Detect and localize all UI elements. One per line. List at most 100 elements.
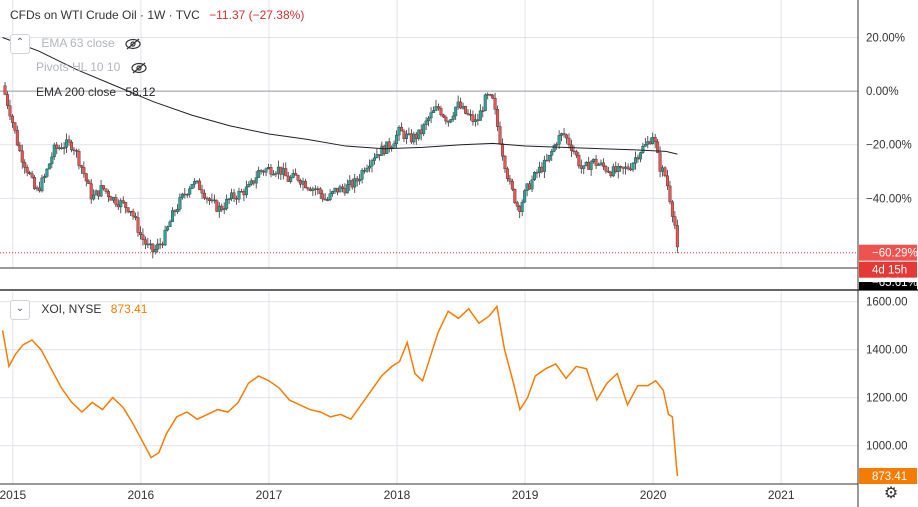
candle-body <box>338 186 342 193</box>
candle-body <box>116 204 120 208</box>
x-tick-label: 2017 <box>256 488 283 502</box>
candle-body <box>409 133 413 143</box>
collapse-legend-button[interactable]: ⌃ <box>10 34 30 54</box>
candle-body <box>500 143 504 157</box>
candle-body <box>542 159 546 172</box>
candle-body <box>434 106 438 111</box>
collapse-lower-legend-button[interactable]: ⌄ <box>10 300 30 320</box>
candle-body <box>565 134 569 139</box>
lower-legend-label: XOI, NYSE <box>41 302 102 317</box>
candle-body <box>244 186 248 196</box>
indicator-label: Pivots HL 10 10 <box>36 60 121 74</box>
candle-body <box>594 158 598 166</box>
candle-body <box>547 155 551 161</box>
candle-body <box>313 188 317 190</box>
candle-body <box>368 165 372 169</box>
candle-body <box>675 225 679 248</box>
candle-body <box>604 166 608 172</box>
candle-body <box>611 166 615 177</box>
candle-body <box>631 162 635 170</box>
indicator-pivots[interactable]: Pivots HL 10 10 <box>36 60 148 74</box>
candle-body <box>23 162 27 168</box>
y-tick-label: −40.00% <box>866 193 912 205</box>
candle-body <box>601 162 605 167</box>
candle-body <box>658 152 662 172</box>
candle-body <box>279 166 283 175</box>
candle-body <box>25 167 29 173</box>
candle-body <box>626 166 630 170</box>
candle-body <box>350 180 354 188</box>
upper-last-badge: −60.29% <box>872 248 918 260</box>
candle-body <box>151 243 155 253</box>
candle-body <box>407 133 411 135</box>
y-tick-label: −20.00% <box>866 140 912 152</box>
candle-body <box>498 126 502 145</box>
candle-body <box>340 186 344 189</box>
candle-body <box>121 200 125 203</box>
candle-body <box>488 94 492 96</box>
candle-body <box>515 202 519 207</box>
indicator-ema63[interactable]: ⌃ EMA 63 close <box>10 34 142 54</box>
candle-body <box>185 194 189 196</box>
candle-body <box>94 190 98 196</box>
candle-body <box>124 202 128 208</box>
candle-body <box>42 176 46 179</box>
candle-body <box>215 200 219 212</box>
candle-body <box>533 172 537 180</box>
candle-body <box>449 119 453 123</box>
upper-countdown-badge: 4d 15h <box>872 265 907 277</box>
indicator-ema200[interactable]: EMA 200 close 58.12 <box>36 85 155 99</box>
candle-body <box>235 198 239 200</box>
candle-body <box>545 159 549 162</box>
candle-body <box>365 167 369 172</box>
candle-body <box>456 101 460 108</box>
hidden-eye-icon[interactable] <box>124 38 142 50</box>
candle-body <box>343 188 347 194</box>
candle-body <box>99 185 103 197</box>
candle-body <box>392 143 396 148</box>
symbol-change: −11.37 (−27.38%) <box>209 8 305 22</box>
candle-body <box>269 167 273 175</box>
oil-candles <box>3 82 679 259</box>
candle-body <box>289 177 293 182</box>
candle-body <box>535 172 539 174</box>
candle-body <box>656 141 660 153</box>
candle-body <box>200 189 204 194</box>
candle-body <box>557 135 561 145</box>
candle-body <box>513 189 517 203</box>
candle-body <box>412 133 416 143</box>
candle-body <box>47 163 51 170</box>
candle-body <box>567 137 571 146</box>
candle-body <box>629 168 633 171</box>
lower-legend[interactable]: ⌄ XOI, NYSE 873.41 <box>10 300 147 320</box>
candle-body <box>38 187 42 192</box>
candle-body <box>555 143 559 146</box>
indicator-value: 58.12 <box>125 85 156 99</box>
candle-body <box>87 180 91 184</box>
upper-cut-badge-bg <box>859 282 917 290</box>
hidden-eye-icon[interactable] <box>130 62 148 74</box>
candle-body <box>505 168 509 179</box>
candle-body <box>624 166 628 169</box>
candle-body <box>525 183 529 191</box>
candle-body <box>156 243 160 250</box>
candle-body <box>520 201 524 212</box>
candle-body <box>222 208 226 211</box>
candle-body <box>587 161 591 170</box>
candle-body <box>299 180 303 185</box>
candle-body <box>131 210 135 217</box>
indicator-label: EMA 63 close <box>41 36 115 51</box>
candle-body <box>372 157 376 161</box>
candle-body <box>267 167 271 170</box>
candle-body <box>530 179 534 190</box>
settings-gear-icon[interactable]: ⚙ <box>883 485 899 502</box>
candle-body <box>30 173 34 178</box>
candle-body <box>3 85 7 95</box>
candle-body <box>574 151 578 156</box>
candle-body <box>119 200 123 208</box>
candle-body <box>577 154 581 167</box>
indicator-label: EMA 200 close <box>36 85 117 99</box>
x-tick-label: 2019 <box>512 488 539 502</box>
candle-body <box>503 156 507 170</box>
